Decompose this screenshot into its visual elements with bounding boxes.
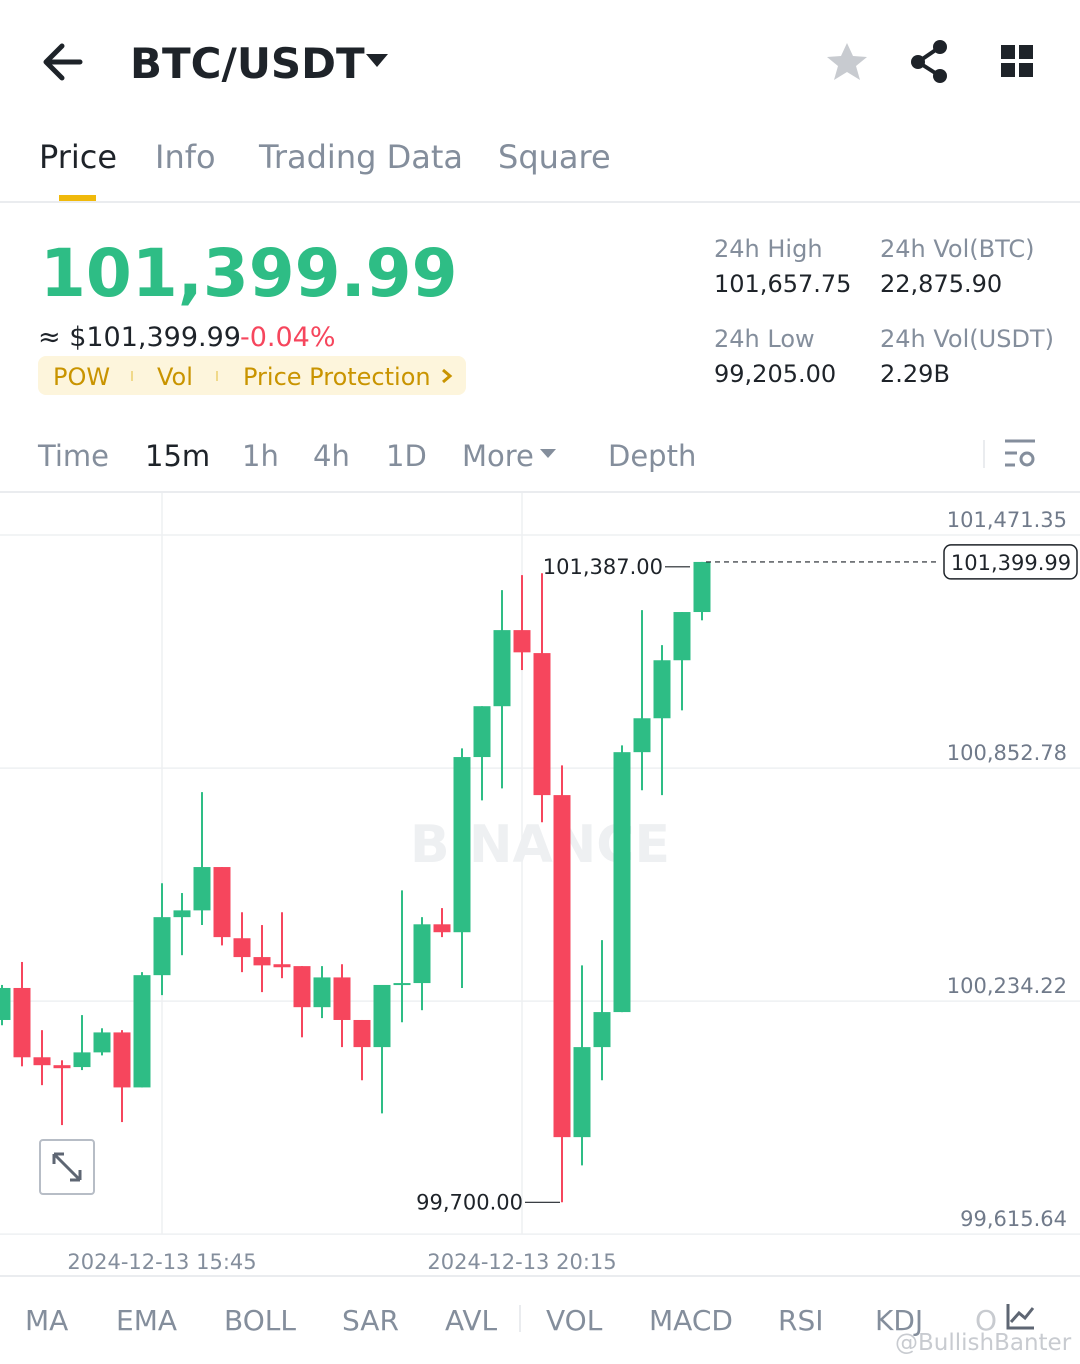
candle-body (53, 1065, 71, 1069)
interval[interactable]: Depth (608, 439, 696, 473)
candle-body (13, 987, 31, 1058)
tab-indicator (59, 195, 96, 201)
candle-body (573, 1047, 591, 1138)
candle-body (33, 1057, 51, 1066)
more-caret (540, 449, 556, 458)
candle-body (473, 706, 491, 758)
indicator[interactable]: EMA (116, 1304, 177, 1337)
annotation-label: 101,387.00 (543, 555, 663, 579)
menu-button[interactable] (1001, 45, 1033, 77)
price-change: -0.04% (240, 322, 336, 353)
stat-label: 24h Low (714, 325, 815, 353)
stat-label: 24h Vol(BTC) (880, 235, 1035, 263)
indicator[interactable]: AVL (445, 1304, 498, 1337)
indicator[interactable]: BOLL (224, 1304, 296, 1337)
last-price: 101,399.99 (40, 235, 458, 312)
interval[interactable]: Time (37, 439, 109, 473)
stat-label: 24h High (714, 235, 823, 263)
indicator[interactable]: MACD (649, 1304, 733, 1337)
interval[interactable]: 1D (386, 439, 427, 473)
interval[interactable]: 15m (145, 439, 210, 473)
last-price-label: 101,399.99 (951, 551, 1071, 575)
share-button[interactable] (911, 40, 947, 83)
indicator[interactable]: SAR (342, 1304, 399, 1337)
tag[interactable]: POW (53, 363, 110, 391)
stat-label: 24h Vol(USDT) (880, 325, 1054, 353)
candle-body (593, 1012, 611, 1048)
interval[interactable]: 4h (313, 439, 350, 473)
chevron (442, 368, 453, 384)
expand-icon (52, 1152, 82, 1182)
x-tick-label: 2024-12-13 15:45 (67, 1250, 256, 1274)
candle-body (0, 987, 11, 1020)
tag-bar[interactable] (38, 356, 466, 395)
pair-dropdown[interactable] (366, 54, 388, 67)
y-tick-label: 99,615.64 (960, 1207, 1067, 1231)
candle-body (633, 718, 651, 753)
candle-body (413, 924, 431, 984)
candle-body (73, 1052, 91, 1068)
indicator[interactable]: VOL (546, 1304, 603, 1337)
tab[interactable]: Trading Data (258, 138, 463, 176)
interval[interactable]: 1h (242, 439, 279, 473)
candle-body (113, 1032, 131, 1088)
stat-value: 2.29B (880, 360, 950, 388)
candle-body (213, 867, 231, 938)
candlestick-chart: 101,471.35 100,852.78 100,234.22 99,615.64 2… (0, 493, 1080, 1274)
watermark: BINANCE (410, 815, 670, 875)
candle-body (253, 957, 271, 966)
candle-body (133, 975, 151, 1088)
candle-body (273, 964, 291, 968)
candle-body (513, 630, 531, 653)
candle-body (93, 1032, 111, 1053)
x-tick-label: 2024-12-13 20:15 (427, 1250, 616, 1274)
tab[interactable]: Price (39, 138, 117, 176)
y-tick-label: 101,471.35 (947, 508, 1067, 532)
candle-body (613, 752, 631, 1013)
stat-value: 99,205.00 (714, 360, 836, 388)
candle-body (193, 867, 211, 911)
indicator[interactable]: O (975, 1304, 997, 1337)
candle-body (433, 924, 451, 933)
watermark: @BullishBanter (895, 1330, 1072, 1356)
candle-body (353, 1019, 371, 1048)
tag[interactable]: Vol (157, 363, 193, 391)
candle-body (313, 977, 331, 1008)
candle-body (393, 983, 411, 986)
stat-value: 101,657.75 (714, 270, 851, 298)
indicator[interactable]: KDJ (875, 1304, 923, 1337)
indicator[interactable]: MA (25, 1304, 68, 1337)
annotation-label: 99,700.00 (416, 1190, 523, 1214)
y-tick-label: 100,852.78 (947, 741, 1067, 765)
candle-body (553, 795, 571, 1138)
tag[interactable]: Price Protection (243, 363, 431, 391)
candle-body (453, 757, 471, 933)
candle-body (693, 561, 711, 613)
stat-value: 22,875.90 (880, 270, 1002, 298)
interval[interactable]: More (462, 439, 534, 473)
last-price-box (943, 544, 1078, 580)
candle-body (493, 630, 511, 707)
indicator-settings[interactable] (1006, 1304, 1035, 1330)
tab[interactable]: Square (498, 138, 611, 176)
y-tick-label: 100,234.22 (947, 974, 1067, 998)
tab[interactable]: Info (155, 138, 216, 176)
indicator[interactable]: RSI (778, 1304, 824, 1337)
candle-body (373, 984, 391, 1048)
candle-body (293, 966, 311, 1008)
candle-body (533, 653, 551, 796)
fiat-price: ≈ $101,399.99 (38, 322, 241, 353)
candle-body (333, 977, 351, 1020)
candle-body (173, 910, 191, 918)
back-button[interactable] (43, 43, 83, 81)
favorite-button[interactable] (827, 43, 867, 80)
candle-body (233, 938, 251, 958)
candle-body (653, 660, 671, 719)
candle-body (673, 612, 691, 661)
candle-body (153, 917, 171, 976)
pair-title[interactable]: BTC/USDT (130, 39, 365, 88)
chart-settings[interactable] (1005, 439, 1035, 467)
